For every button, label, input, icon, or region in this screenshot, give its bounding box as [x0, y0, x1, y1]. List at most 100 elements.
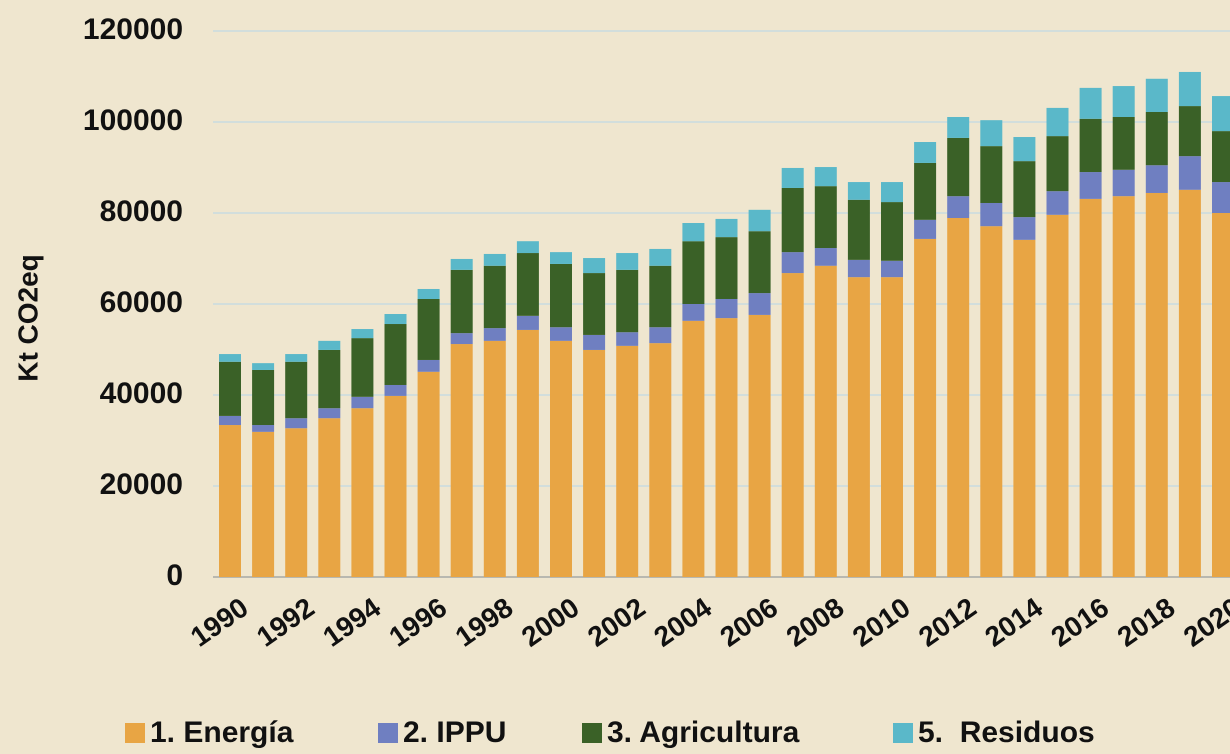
bar-segment — [384, 395, 407, 577]
y-tick-label: 60000 — [100, 286, 183, 319]
bar-segment — [450, 344, 473, 577]
bar-segment — [1145, 111, 1168, 166]
x-tick-label: 1998 — [450, 592, 519, 653]
bar-segment — [550, 327, 572, 341]
bar-segment — [583, 273, 606, 335]
bar-segment — [715, 298, 738, 319]
bar-segment — [781, 252, 804, 274]
bar-segment — [384, 324, 407, 385]
bar-segment — [616, 269, 639, 333]
bar-segment — [814, 248, 837, 266]
bar-segment — [1013, 217, 1036, 240]
bar-segment — [914, 162, 937, 220]
bar-segment — [417, 298, 440, 360]
y-tick-label: 20000 — [100, 468, 183, 501]
bar-segment — [450, 258, 473, 270]
bar-segment — [914, 238, 937, 577]
y-tick-label: 80000 — [100, 195, 183, 228]
bar-segment — [1046, 191, 1069, 215]
bar-segment — [781, 187, 804, 253]
bar-segment — [1212, 131, 1230, 183]
bar-segment — [483, 265, 506, 329]
bar-segment — [483, 340, 506, 577]
x-tick-label: 2018 — [1112, 592, 1181, 653]
bar-segment — [1079, 198, 1102, 577]
bar-segment — [947, 137, 970, 197]
bar-segment — [318, 418, 341, 577]
bar-segment — [550, 340, 572, 577]
y-tick-label: 40000 — [100, 377, 183, 410]
bar-segment — [1079, 172, 1102, 199]
bar-segment — [1013, 137, 1036, 162]
bar-segment — [781, 167, 804, 188]
bar-segment — [616, 332, 639, 346]
bar-segment — [583, 334, 606, 350]
bar-segment — [1145, 192, 1168, 578]
bar-segment — [649, 248, 672, 266]
bar-segment — [649, 343, 672, 577]
bar-segment — [748, 314, 771, 577]
bar-segment — [947, 196, 970, 219]
bar-segment — [682, 241, 705, 304]
bar-segment — [1013, 161, 1036, 218]
x-tick-label: 2006 — [714, 592, 783, 653]
bar-segment — [881, 277, 903, 577]
bar-segment — [583, 349, 606, 577]
bar-segment — [682, 304, 705, 321]
bar-segment — [847, 199, 870, 260]
x-tick-label: 2002 — [582, 592, 651, 653]
x-tick-label: 2012 — [913, 592, 982, 653]
x-tick-label: 2014 — [979, 591, 1048, 652]
bar-segment — [219, 415, 241, 426]
bar-segment — [516, 329, 539, 577]
bar-segment — [881, 260, 903, 278]
bar-segment — [417, 371, 440, 577]
bar-segment — [1046, 107, 1069, 137]
bar-segment — [550, 263, 572, 328]
bar-segment — [285, 354, 308, 362]
legend-label: 1. Energía — [150, 716, 294, 749]
bar-segment — [947, 218, 970, 577]
bar-segment — [1046, 214, 1069, 577]
bar-segment — [881, 182, 903, 203]
bar-segment — [1112, 116, 1135, 170]
bar-segment — [1145, 165, 1168, 193]
bar-segment — [583, 258, 606, 274]
x-tick-label: 1992 — [251, 592, 320, 653]
bar-segment — [219, 354, 241, 362]
bar-segment — [1178, 156, 1201, 190]
bar-segment — [417, 288, 440, 299]
bar-segment — [914, 142, 937, 163]
bar-segment — [384, 314, 407, 325]
bar-segment — [351, 329, 374, 339]
legend-swatch — [125, 723, 145, 743]
bar-segment — [219, 425, 241, 577]
bar-segment — [285, 428, 308, 577]
bar-segment — [351, 396, 374, 409]
bar-segment — [616, 345, 639, 577]
bar-segment — [649, 327, 672, 344]
x-tick-label: 2000 — [516, 592, 585, 653]
x-tick-label: 1994 — [317, 591, 386, 652]
bar-segment — [649, 265, 672, 328]
legend-swatch — [582, 723, 602, 743]
y-tick-label: 0 — [166, 559, 183, 592]
bar-segment — [384, 384, 407, 396]
bar-segment — [715, 218, 738, 238]
bar-segment — [1178, 189, 1201, 578]
bar-segment — [252, 425, 275, 432]
bar-segment — [1112, 196, 1135, 578]
bar-segment — [748, 293, 771, 315]
bar-segment — [1046, 136, 1069, 192]
bar-segment — [814, 186, 837, 249]
bar-segment — [550, 252, 572, 264]
x-tick-label: 2008 — [781, 592, 850, 653]
bar-segment — [1212, 213, 1230, 577]
bar-segment — [814, 167, 837, 187]
bar-segment — [417, 359, 440, 372]
bar-segment — [881, 202, 903, 261]
bar-segment — [980, 120, 1003, 147]
bar-segment — [1178, 106, 1201, 157]
bar-segment — [1013, 239, 1036, 577]
